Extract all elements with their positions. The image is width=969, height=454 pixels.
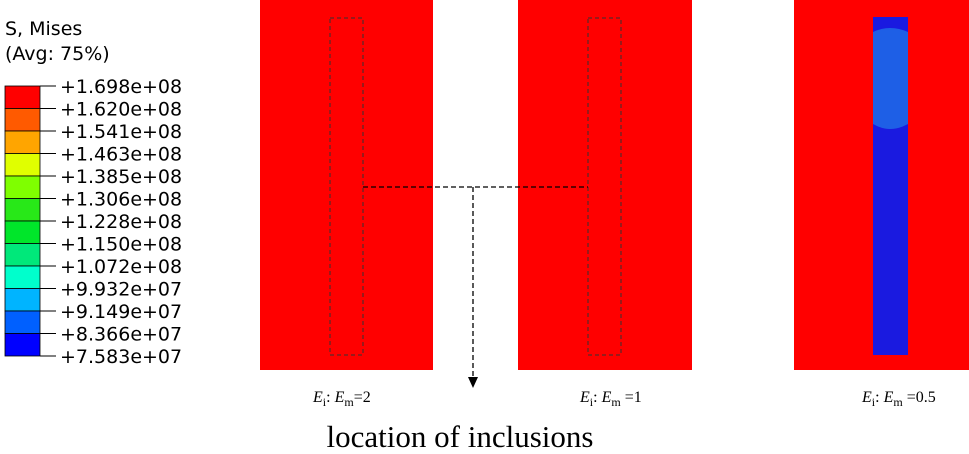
caption-part: m <box>344 395 354 409</box>
panel-caption: Ei: Em =0.5 <box>861 389 936 409</box>
caption-part: E <box>883 389 894 406</box>
color-band <box>4 333 41 357</box>
color-band <box>4 108 41 132</box>
legend-label: +8.366e+07 <box>60 324 182 346</box>
annotation: location of inclusions <box>327 419 594 454</box>
inclusion-outline <box>587 17 622 356</box>
color-band <box>4 198 41 222</box>
panel-matrix <box>260 0 433 370</box>
caption-part: i <box>590 395 594 409</box>
legend-label: +1.306e+08 <box>60 189 182 211</box>
color-band <box>4 220 41 244</box>
caption-part: =0.5 <box>903 389 936 406</box>
color-band <box>4 153 41 177</box>
caption-part: i <box>872 395 876 409</box>
color-bar: +1.698e+08+1.620e+08+1.541e+08+1.463e+08… <box>4 76 182 368</box>
caption-part: E <box>579 389 590 406</box>
caption-part: =1 <box>621 389 642 406</box>
legend-label: +1.620e+08 <box>60 99 182 121</box>
inclusion-zone <box>873 28 908 129</box>
legend-label: +7.583e+07 <box>60 346 182 368</box>
legend-label: +1.072e+08 <box>60 256 182 278</box>
legend-label: +1.698e+08 <box>60 76 182 98</box>
legend-label: +1.150e+08 <box>60 234 182 256</box>
legend-label: +9.149e+07 <box>60 301 182 323</box>
panel-caption: Ei: Em=2 <box>312 389 371 409</box>
caption-part: m <box>611 395 621 409</box>
caption-part: m <box>893 395 903 409</box>
caption-part: : <box>593 389 601 406</box>
connector <box>363 186 588 378</box>
color-band <box>4 288 41 312</box>
color-band <box>4 130 41 154</box>
legend-label: +1.463e+08 <box>60 144 182 166</box>
color-band <box>4 265 41 289</box>
color-band <box>4 85 41 109</box>
legend-title: (Avg: 75%) <box>5 43 110 65</box>
color-band <box>4 243 41 267</box>
caption-part: i <box>323 395 327 409</box>
inclusion-outline <box>329 17 364 356</box>
panel-caption: Ei: Em =1 <box>579 389 642 409</box>
legend-label: +9.932e+07 <box>60 279 182 301</box>
arrow-head <box>468 377 478 388</box>
legend-label: +1.385e+08 <box>60 166 182 188</box>
legend-label: +1.228e+08 <box>60 211 182 233</box>
legend-label: +1.541e+08 <box>60 121 182 143</box>
caption-part: E <box>601 389 612 406</box>
caption-part: =2 <box>354 389 371 406</box>
caption-part: : <box>326 389 334 406</box>
panel-matrix <box>518 0 692 370</box>
legend-title: S, Mises <box>5 18 82 40</box>
caption-part: E <box>312 389 323 406</box>
color-band <box>4 310 41 334</box>
caption-part: : <box>875 389 883 406</box>
caption-part: E <box>861 389 872 406</box>
color-band <box>4 175 41 199</box>
caption-part: E <box>334 389 345 406</box>
